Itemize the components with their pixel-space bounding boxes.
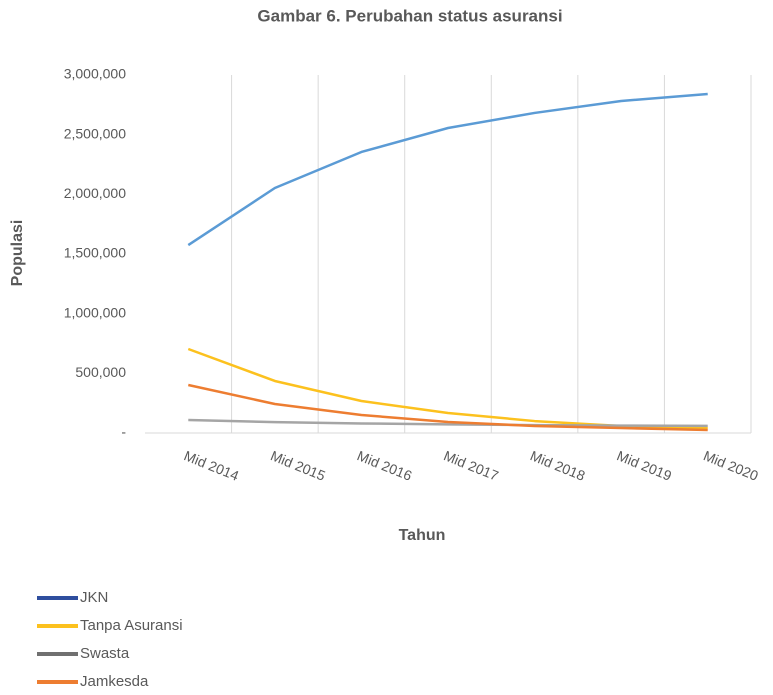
legend-label: Tanpa Asuransi: [80, 617, 183, 634]
line-series: [187, 92, 708, 247]
chart-title: Gambar 6. Perubahan status asuransi: [257, 6, 562, 25]
y-tick-label: 1,000,000: [64, 304, 126, 320]
x-tick-label: Mid 2020: [701, 447, 761, 483]
y-tick-label: 2,000,000: [64, 185, 126, 201]
x-tick-label: Mid 2016: [355, 447, 415, 483]
x-tick-label: Mid 2015: [268, 447, 328, 483]
y-axis-label: Populasi: [9, 220, 26, 287]
x-tick-label: Mid 2014: [182, 447, 242, 483]
legend-label: JKN: [80, 589, 108, 606]
legend-label: Jamkesda: [80, 673, 149, 690]
legend-label: Swasta: [80, 645, 130, 662]
x-tick-label: Mid 2017: [441, 447, 501, 483]
y-tick-label: 3,000,000: [64, 66, 126, 82]
y-tick-label: 1,500,000: [64, 245, 126, 261]
x-axis-label: Tahun: [399, 527, 446, 544]
y-tick-label: -: [121, 424, 126, 440]
y-tick-label: 500,000: [75, 364, 126, 380]
x-tick-label: Mid 2019: [615, 447, 675, 483]
line-series: [187, 347, 708, 430]
x-tick-label: Mid 2018: [528, 447, 588, 483]
line-series: [188, 383, 708, 432]
y-tick-label: 2,500,000: [64, 125, 126, 141]
line-series: [188, 418, 708, 428]
